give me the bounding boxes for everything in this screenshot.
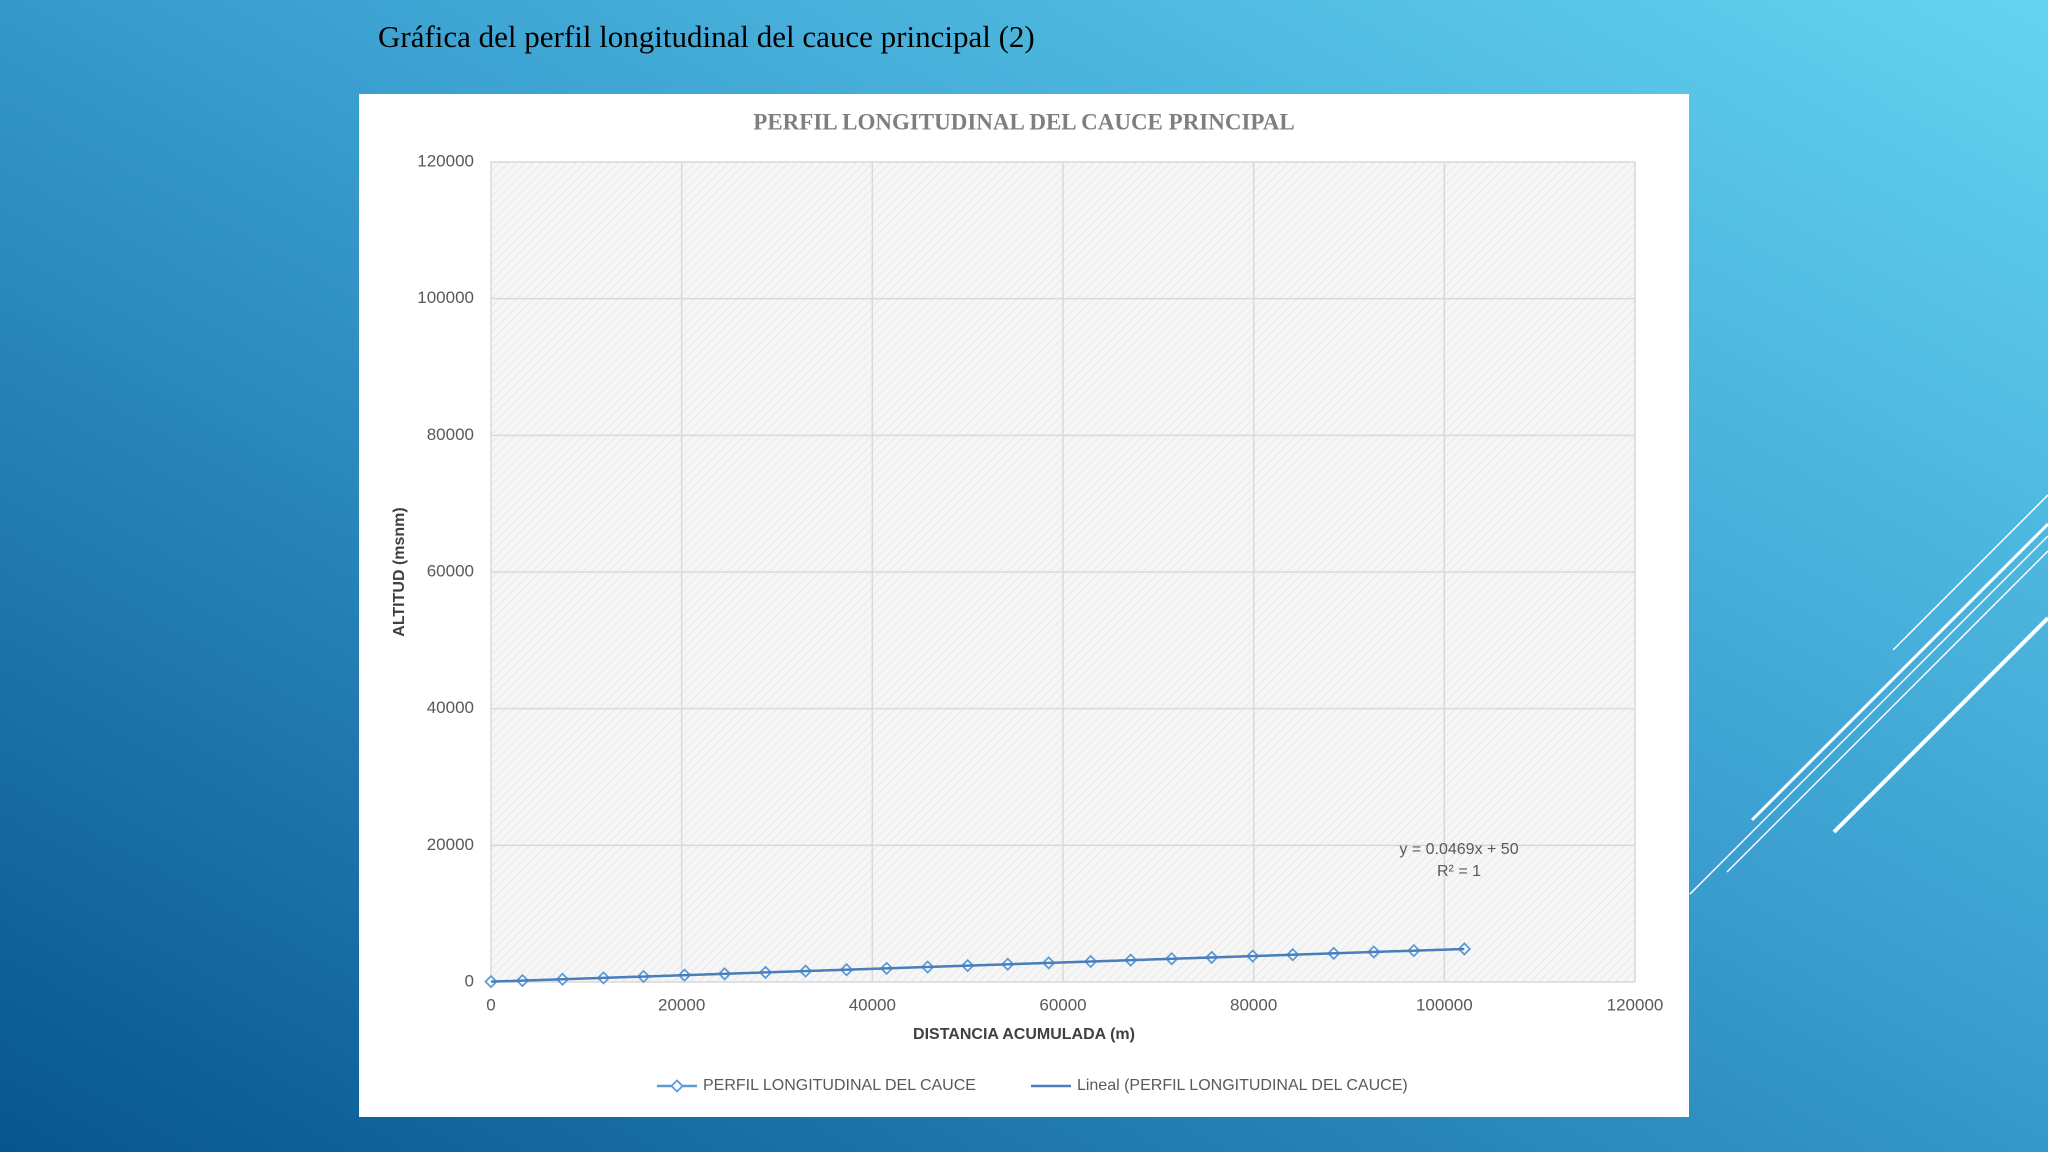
legend-marker — [670, 1079, 684, 1093]
slide-title: Gráfica del perfil longitudinal del cauc… — [378, 19, 1035, 54]
x-axis-title: DISTANCIA ACUMULADA (m) — [913, 1026, 1135, 1043]
y-tick-label: 80000 — [427, 425, 474, 444]
y-tick-label: 100000 — [417, 288, 474, 307]
decoration-lines — [1689, 494, 2048, 895]
legend-label: Lineal (PERFIL LONGITUDINAL DEL CAUCE) — [1077, 1077, 1408, 1094]
y-tick-label: 40000 — [427, 698, 474, 717]
y-tick-label: 120000 — [417, 151, 474, 170]
y-axis-title: ALTITUD (msnm) — [391, 507, 408, 636]
x-tick-label: 120000 — [1607, 995, 1664, 1014]
x-tick-label: 60000 — [1039, 995, 1086, 1014]
series-line — [490, 947, 1465, 983]
x-tick-label: 40000 — [849, 995, 896, 1014]
x-tick-label: 0 — [486, 995, 495, 1014]
x-tick-label: 100000 — [1416, 995, 1473, 1014]
y-tick-label: 20000 — [427, 835, 474, 854]
chart-title: PERFIL LONGITUDINAL DEL CAUCE PRINCIPAL — [753, 109, 1294, 134]
plot-layer: 0 20000 40000 60000 80000 100000 120000 0 20000 4… — [417, 151, 1663, 1094]
x-tick-label: 80000 — [1230, 995, 1277, 1014]
trendline-annotation: R² = 1 — [1437, 863, 1481, 880]
y-tick-label: 60000 — [427, 561, 474, 580]
x-tick-label: 20000 — [658, 995, 705, 1014]
y-tick-label: 0 — [465, 971, 474, 990]
trendline-annotation: y = 0.0469x + 50 — [1399, 841, 1518, 858]
legend-label: PERFIL LONGITUDINAL DEL CAUCE — [703, 1077, 976, 1094]
